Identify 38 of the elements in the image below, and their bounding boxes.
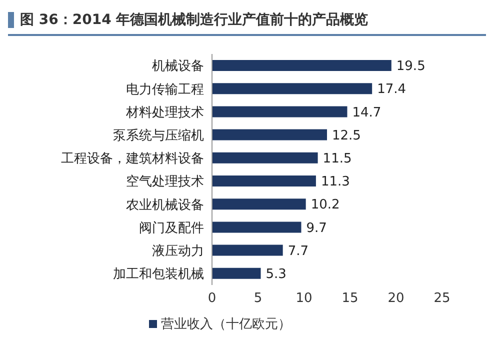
data-label: 5.3 [266, 267, 286, 282]
x-tick-label: 0 [208, 291, 216, 306]
bar [212, 176, 316, 186]
bar [212, 268, 261, 279]
bar [212, 60, 392, 71]
data-label: 14.7 [352, 105, 382, 120]
data-label: 7.7 [288, 244, 309, 259]
y-tick-label: 泵系统与压缩机 [113, 128, 204, 144]
bar [212, 152, 318, 164]
y-tick-label: 机械设备 [152, 59, 204, 74]
bar [212, 222, 302, 233]
x-tick-label: 5 [254, 291, 262, 306]
y-tick-label: 空气处理技术 [126, 174, 204, 190]
bar [212, 83, 372, 94]
y-tick-label: 工程设备，建筑材料设备 [61, 152, 204, 167]
x-tick-label: 25 [434, 291, 450, 306]
data-label: 10.2 [310, 198, 340, 213]
legend-label: 营业收入（十亿欧元） [161, 317, 291, 332]
data-label: 19.5 [396, 59, 426, 74]
data-label: 17.4 [377, 82, 406, 98]
x-tick-label: 15 [342, 291, 358, 306]
x-tick-label: 10 [296, 291, 312, 306]
y-tick-label: 材料处理技术 [125, 105, 204, 120]
chart-title: 图 36：2014 年德国机械制造行业产值前十的产品概览 [20, 11, 368, 29]
bar [212, 106, 348, 118]
data-label: 9.7 [306, 220, 327, 236]
data-label: 12.5 [332, 128, 361, 144]
bar [212, 244, 283, 256]
bar [212, 129, 327, 140]
x-tick-label: 20 [388, 291, 404, 306]
y-tick-label: 电力传输工程 [126, 82, 204, 98]
data-label: 11.5 [322, 152, 352, 167]
y-tick-label: 农业机械设备 [126, 198, 204, 213]
bar [212, 198, 306, 210]
data-label: 11.3 [320, 174, 350, 190]
y-tick-label: 阀门及配件 [139, 220, 204, 236]
y-tick-label: 液压动力 [152, 244, 204, 259]
y-tick-label: 加工和包装机械 [113, 267, 204, 282]
